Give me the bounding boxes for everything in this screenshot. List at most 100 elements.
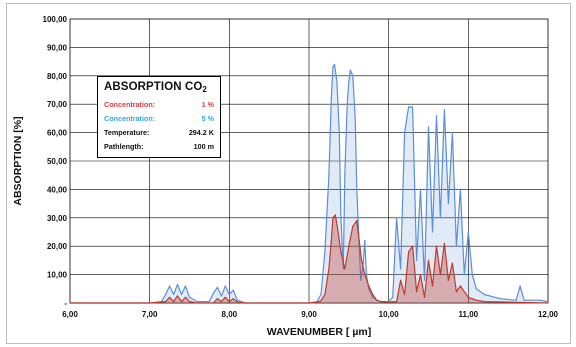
data-point (368, 288, 370, 290)
y-axis-label: ABSORPTION [%] (12, 116, 24, 205)
data-point (407, 106, 410, 108)
data-point (176, 295, 179, 297)
legend-row-label: Pathlength: (104, 142, 144, 151)
data-point (435, 245, 438, 247)
data-point (149, 302, 151, 304)
legend-row-concentration-5: Concentration: 5 % (104, 112, 214, 126)
data-point (519, 285, 521, 287)
absorption-chart: - 10,00 20,00 30,00 40,00 50,00 60,00 70,00 80,0… (12, 15, 559, 338)
series-area (70, 64, 548, 304)
data-point (212, 302, 214, 304)
legend-title: ABSORPTION CO2 (104, 81, 214, 94)
x-tick-label: 9,00 (301, 310, 317, 319)
data-point (340, 217, 342, 219)
data-point (165, 293, 167, 296)
data-point (344, 174, 346, 176)
y-tick-label: 80,00 (47, 72, 68, 81)
data-point (431, 285, 434, 287)
data-point (423, 279, 426, 281)
data-point (523, 299, 525, 301)
data-point (455, 291, 457, 293)
y-tick-labels: - 10,00 20,00 30,00 40,00 50,00 60,00 70,00 80,0… (43, 15, 68, 308)
data-point (346, 103, 348, 105)
data-point (220, 295, 222, 297)
data-point (336, 80, 338, 83)
data-point (184, 296, 187, 298)
data-point (459, 285, 461, 287)
x-tick-label: 6,00 (62, 310, 78, 319)
x-tick-label: 12,00 (538, 310, 559, 319)
data-point (419, 188, 422, 190)
data-point (431, 231, 434, 233)
data-point (324, 293, 326, 296)
data-point (352, 225, 354, 227)
data-point (342, 268, 344, 270)
data-point (396, 217, 398, 219)
legend-row-label: Concentration: (104, 100, 156, 109)
y-tick-label: 90,00 (47, 43, 68, 52)
data-point (435, 114, 438, 117)
data-point (380, 300, 382, 303)
data-point (404, 132, 406, 134)
data-point (459, 188, 461, 190)
data-point (356, 188, 358, 190)
data-point (475, 299, 477, 301)
data-point (338, 132, 340, 134)
data-point (320, 293, 322, 296)
data-point (184, 285, 187, 287)
data-point (376, 299, 378, 301)
data-point (419, 274, 422, 276)
data-point (427, 126, 430, 128)
data-point (176, 283, 179, 286)
data-point (415, 291, 418, 293)
data-point (324, 251, 326, 253)
data-point (349, 69, 352, 71)
data-point (332, 66, 334, 68)
data-point (316, 301, 318, 304)
y-tick-label: 20,00 (47, 242, 68, 251)
data-point (364, 274, 366, 276)
data-point (330, 97, 332, 100)
data-point (334, 214, 336, 216)
data-point (404, 293, 406, 296)
data-point (447, 203, 450, 205)
data-point (328, 174, 330, 176)
data-point (364, 239, 366, 242)
data-point (499, 298, 501, 300)
x-tick-label: 11,00 (459, 310, 479, 319)
data-point (228, 293, 230, 296)
data-point (337, 228, 339, 230)
data-point (212, 292, 214, 294)
data-point (196, 300, 199, 303)
legend-row-value: 5 % (201, 114, 214, 123)
y-tick-label: 30,00 (47, 214, 68, 223)
data-point (168, 296, 171, 298)
legend-title-main: ABSORPTION CO (104, 81, 203, 93)
series-lines (69, 63, 549, 304)
data-point (188, 300, 191, 303)
data-point (443, 242, 446, 244)
data-point (69, 302, 71, 304)
data-point (356, 220, 358, 222)
y-tick-label: 10,00 (47, 271, 68, 280)
data-point (439, 217, 442, 219)
data-point (332, 217, 334, 219)
y-tick-label: 50,00 (47, 157, 68, 166)
data-point (455, 245, 457, 247)
y-tick-label: 70,00 (47, 100, 68, 109)
data-point (220, 300, 222, 303)
data-point (539, 299, 541, 301)
x-tick-label: 10,00 (379, 310, 400, 319)
data-point (208, 300, 211, 303)
data-point (365, 274, 367, 276)
data-point (447, 279, 450, 281)
data-point (228, 300, 230, 303)
data-point (547, 302, 549, 304)
data-point (224, 296, 226, 298)
data-point (172, 300, 175, 303)
data-point (224, 285, 226, 287)
legend-row-temperature: Temperature: 294.2 K (104, 126, 214, 140)
y-tick-label: 100,00 (43, 15, 68, 24)
data-point (396, 300, 398, 303)
legend-row-label: Temperature: (104, 128, 150, 137)
